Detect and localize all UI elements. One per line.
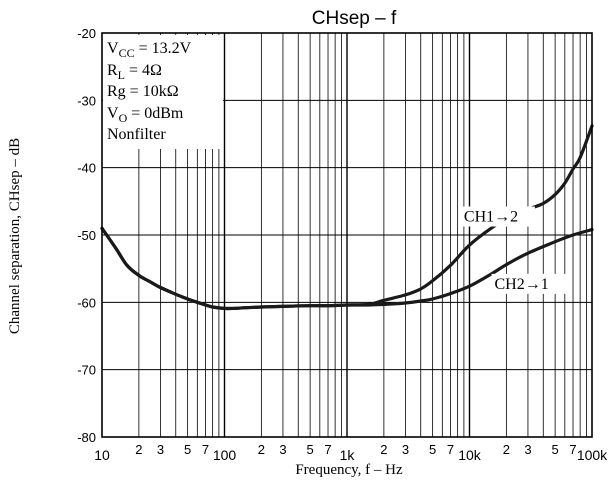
y-tick-label: -50 [77,228,96,243]
x-tick-label: 3 [157,442,164,457]
y-tick-label: -80 [77,430,96,445]
x-tick-label: 5 [552,442,559,457]
x-tick-label: 3 [279,442,286,457]
x-tick-label: 3 [402,442,409,457]
conditions-background [103,35,223,149]
series-label-ch2-to-ch1: CH2→1 [495,276,549,293]
x-tick-label: 5 [307,442,314,457]
series-label-background [491,273,566,294]
x-tick-label: 100k [577,447,608,463]
condition-rl: RL = 4Ω [107,62,162,82]
x-tick-label: 10k [458,447,482,463]
x-tick-label: 100 [213,447,237,463]
y-axis-label: Channel separation, CHsep – dB [7,138,23,334]
y-tick-labels: -20 -30 -40 -50 -60 -70 -80 [77,26,96,445]
x-tick-label: 10 [94,447,110,463]
series-label-ch1-to-ch2: CH1→2 [464,209,518,226]
series-line-ch2-to-ch1 [100,226,594,311]
y-tick-label: -40 [77,161,96,176]
x-tick-label: 2 [503,442,510,457]
x-tick-label: 7 [569,442,576,457]
y-tick-label: -70 [77,363,96,378]
x-tick-label: 7 [202,442,209,457]
x-tick-label: 5 [184,442,191,457]
x-tick-label: 2 [380,442,387,457]
x-tick-label: 7 [324,442,331,457]
series-label-background [460,206,535,227]
x-tick-label: 3 [524,442,531,457]
x-tick-label: 5 [429,442,436,457]
chart-title: CHsep – f [312,8,397,29]
y-tick-label: -20 [77,26,96,41]
condition-filter: Nonfilter [107,126,166,143]
condition-vo: VO = 0dBm [107,105,184,125]
x-tick-label: 2 [135,442,142,457]
x-tick-label: 7 [447,442,454,457]
y-tick-label: -60 [77,295,96,310]
x-tick-label: 2 [258,442,265,457]
plot-frame [101,32,593,438]
x-axis-label: Frequency, f – Hz [295,462,403,478]
x-tick-label: 1k [340,447,356,463]
condition-vcc: VCC = 13.2V [107,40,192,60]
condition-rg: Rg = 10kΩ [107,83,179,100]
y-tick-label: -30 [77,93,96,108]
series-labels: CH1→2 CH2→1 [460,206,566,294]
x-tick-labels: 10 2 3 5 7 100 2 3 5 7 1k 2 3 5 7 10k 2 3 5 7 100k [94,442,608,463]
test-conditions-box: VCC = 13.2V RL = 4Ω Rg = 10kΩ VO = 0dBm … [103,35,223,149]
